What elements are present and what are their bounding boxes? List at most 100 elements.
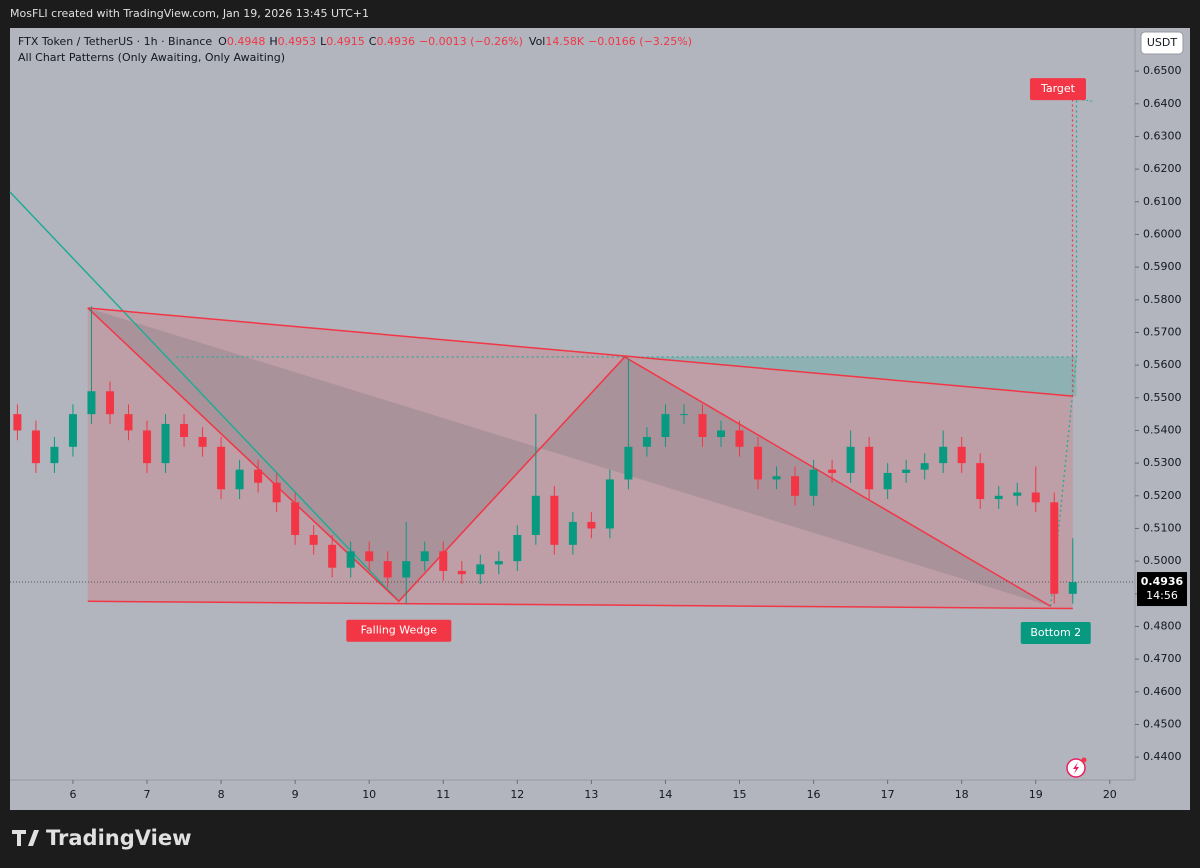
- ohlc-value: 0.4948: [227, 35, 266, 48]
- y-tick-label: 0.6200: [1143, 162, 1182, 175]
- pattern-label: Falling Wedge: [361, 624, 438, 637]
- volume: 14.58K: [545, 35, 584, 48]
- y-tick-label: 0.6300: [1143, 129, 1182, 142]
- currency: USDT: [1147, 36, 1178, 49]
- candle-body: [1050, 502, 1059, 594]
- x-tick-label: 19: [1029, 788, 1043, 801]
- y-tick-label: 0.6500: [1143, 64, 1182, 77]
- y-tick-label: 0.5200: [1143, 489, 1182, 502]
- candle-body: [865, 446, 874, 490]
- candle-body: [439, 551, 448, 571]
- y-tick-label: 0.4600: [1143, 685, 1182, 698]
- y-tick-label: 0.5100: [1143, 521, 1182, 534]
- candle-body: [568, 521, 577, 545]
- candle-body: [494, 561, 503, 565]
- y-tick-label: 0.5600: [1143, 358, 1182, 371]
- ohlc-value: 0.4915: [326, 35, 365, 48]
- change: −0.0013 (−0.26%): [419, 35, 523, 48]
- y-tick-label: 0.5700: [1143, 325, 1182, 338]
- candle-body: [772, 476, 781, 480]
- y-tick-label: 0.5400: [1143, 423, 1182, 436]
- candle-body: [105, 391, 114, 415]
- y-tick-label: 0.5500: [1143, 391, 1182, 404]
- wedge-upper: [87, 307, 1073, 397]
- candle-body: [476, 564, 485, 575]
- x-tick-label: 10: [362, 788, 376, 801]
- plot: [9, 96, 1135, 610]
- y-tick-label: 0.5000: [1143, 554, 1182, 567]
- candle-body: [661, 414, 670, 437]
- header: MosFLI created with TradingView.com, Jan…: [10, 7, 369, 20]
- candle-body: [254, 469, 263, 483]
- x-tick-label: 8: [218, 788, 225, 801]
- x-tick-label: 13: [584, 788, 598, 801]
- last-price-box: [1137, 572, 1187, 607]
- candle-body: [68, 414, 77, 447]
- ohlc-key: H: [269, 35, 277, 48]
- candle-body: [605, 479, 614, 529]
- candle-body: [87, 391, 96, 415]
- candle-body: [1068, 582, 1077, 594]
- countdown: 14:56: [1146, 589, 1178, 602]
- pattern-label-box: [346, 619, 452, 642]
- candle-body: [180, 423, 189, 437]
- ohlc-key: C: [369, 35, 377, 48]
- candle-body: [420, 551, 429, 562]
- candle-body: [587, 521, 596, 529]
- candle-body: [457, 570, 466, 575]
- logo: [12, 830, 39, 846]
- ohlc-value: 0.4936: [376, 35, 415, 48]
- brand: TradingView: [46, 826, 191, 850]
- volume-key: Vol: [529, 35, 545, 48]
- candle-body: [846, 446, 855, 473]
- candle-body: [124, 414, 133, 431]
- candle-body: [309, 534, 318, 545]
- candle-body: [957, 446, 966, 464]
- zigzag: [87, 307, 1051, 607]
- candle-body: [920, 463, 929, 470]
- indicator: All Chart Patterns (Only Awaiting, Only …: [18, 51, 285, 64]
- plot-area: [10, 28, 1190, 810]
- pattern-label: Target: [1040, 82, 1076, 95]
- candle-body: [1013, 492, 1022, 496]
- ohlc-key: L: [320, 35, 327, 48]
- candle-body: [902, 469, 911, 473]
- y-tick-label: 0.4700: [1143, 652, 1182, 665]
- candle-body: [809, 469, 818, 496]
- candle-body: [994, 495, 1003, 500]
- candle-body: [883, 472, 892, 490]
- x-tick-label: 17: [881, 788, 895, 801]
- y-tick-label: 0.5300: [1143, 456, 1182, 469]
- candle-body: [402, 561, 411, 578]
- y-tick-label: 0.5900: [1143, 260, 1182, 273]
- candle-body: [791, 476, 800, 496]
- candle-body: [735, 430, 744, 447]
- x-tick-label: 15: [733, 788, 747, 801]
- y-tick-label: 0.6100: [1143, 195, 1182, 208]
- last-price-label: 0.4936: [1141, 575, 1184, 588]
- candle-body: [328, 544, 337, 568]
- x-tick-label: 9: [292, 788, 299, 801]
- candle-body: [291, 502, 300, 535]
- volume-change: −0.0166 (−3.25%): [588, 35, 692, 48]
- ohlc-key: O: [218, 35, 227, 48]
- y-tick-label: 0.6400: [1143, 97, 1182, 110]
- trendline: [9, 191, 400, 602]
- wedge-lower: [87, 600, 1073, 610]
- y-tick-label: 0.4500: [1143, 717, 1182, 730]
- candle-body: [13, 414, 22, 431]
- target-path: [1049, 97, 1078, 607]
- x-tick-label: 14: [658, 788, 672, 801]
- candle-body: [624, 446, 633, 480]
- currency-box: [1140, 31, 1184, 55]
- candle-body: [716, 430, 725, 437]
- y-tick-label: 0.4800: [1143, 619, 1182, 632]
- candle-body: [198, 436, 207, 447]
- candle-body: [346, 551, 355, 568]
- candle-body: [939, 446, 948, 464]
- candle-body: [550, 495, 559, 545]
- ohlc-value: 0.4953: [278, 35, 317, 48]
- candle-body: [161, 423, 170, 464]
- candle-body: [217, 446, 226, 490]
